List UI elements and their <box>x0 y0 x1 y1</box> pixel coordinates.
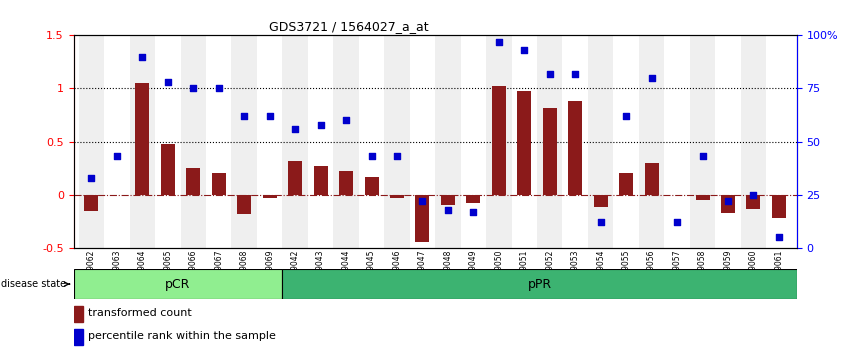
Point <box>644 75 658 81</box>
Bar <box>180 35 206 248</box>
Point <box>594 219 608 225</box>
Bar <box>313 166 327 195</box>
Bar <box>262 195 276 198</box>
Bar <box>130 35 155 248</box>
Bar <box>690 35 715 248</box>
Bar <box>282 269 797 299</box>
Bar <box>588 35 613 248</box>
Bar <box>359 35 385 248</box>
Bar <box>467 195 481 203</box>
Text: pCR: pCR <box>165 278 191 291</box>
Bar <box>492 86 506 195</box>
Text: pPR: pPR <box>527 278 552 291</box>
Point <box>467 209 481 215</box>
Bar <box>385 35 410 248</box>
Bar <box>206 35 231 248</box>
Point <box>517 47 531 53</box>
Bar <box>74 329 82 345</box>
Bar <box>186 168 200 195</box>
Point <box>416 198 430 204</box>
Point <box>492 39 506 45</box>
Bar <box>740 35 766 248</box>
Bar <box>161 144 175 195</box>
Point <box>543 71 557 76</box>
Bar <box>563 35 588 248</box>
Bar <box>365 177 378 195</box>
Bar <box>155 35 180 248</box>
Point <box>212 86 226 91</box>
Bar <box>339 171 353 195</box>
Point <box>161 79 175 85</box>
Point <box>670 219 684 225</box>
Bar <box>613 35 639 248</box>
Bar <box>517 91 531 195</box>
Point <box>237 113 251 119</box>
Point <box>568 71 582 76</box>
Bar <box>441 195 455 205</box>
Point <box>619 113 633 119</box>
Point <box>262 113 276 119</box>
Bar <box>537 35 563 248</box>
Bar <box>486 35 512 248</box>
Bar <box>594 195 608 207</box>
Bar <box>746 195 760 209</box>
Bar <box>619 173 633 195</box>
Point <box>695 154 709 159</box>
Bar <box>212 173 226 195</box>
Point <box>339 118 353 123</box>
Point <box>365 154 378 159</box>
Point <box>110 154 124 159</box>
Bar <box>84 195 99 211</box>
Point <box>186 86 200 91</box>
Bar <box>333 35 359 248</box>
Point <box>135 54 149 59</box>
Bar <box>772 195 786 218</box>
Bar <box>79 35 104 248</box>
Bar <box>435 35 461 248</box>
Bar <box>237 195 251 214</box>
Point <box>441 207 455 212</box>
Bar <box>74 306 82 321</box>
Bar <box>568 101 582 195</box>
Bar <box>307 35 333 248</box>
Bar <box>639 35 664 248</box>
Text: disease state: disease state <box>2 279 69 289</box>
Bar <box>664 35 690 248</box>
Bar <box>282 35 307 248</box>
Bar <box>416 195 430 242</box>
Bar <box>715 35 740 248</box>
Text: transformed count: transformed count <box>88 308 192 318</box>
Bar <box>410 35 435 248</box>
Text: percentile rank within the sample: percentile rank within the sample <box>88 331 276 341</box>
Title: GDS3721 / 1564027_a_at: GDS3721 / 1564027_a_at <box>268 20 428 33</box>
Point <box>313 122 327 127</box>
Point <box>721 198 735 204</box>
Bar <box>461 35 486 248</box>
Bar <box>288 161 302 195</box>
Point <box>772 234 785 240</box>
Bar <box>231 35 257 248</box>
Point <box>288 126 302 132</box>
Point <box>85 175 99 181</box>
Bar <box>695 195 709 200</box>
Bar <box>543 108 557 195</box>
Bar <box>257 35 282 248</box>
Point <box>390 154 404 159</box>
Bar <box>135 83 149 195</box>
Point <box>746 192 760 198</box>
Bar <box>74 269 282 299</box>
Bar <box>512 35 537 248</box>
Bar <box>721 195 735 213</box>
Bar <box>644 163 658 195</box>
Bar <box>104 35 130 248</box>
Bar <box>766 35 792 248</box>
Bar <box>390 195 404 198</box>
